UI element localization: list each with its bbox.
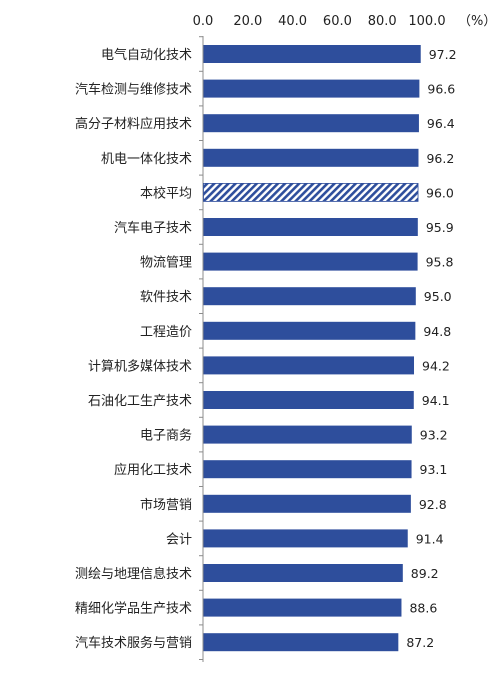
category-label: 本校平均 — [140, 185, 192, 201]
value-label: 87.2 — [406, 635, 434, 650]
category-label: 汽车检测与维修技术 — [75, 82, 192, 98]
category-label: 高分子材料应用技术 — [75, 116, 192, 132]
value-label: 96.0 — [426, 185, 454, 200]
unit-label: （%） — [458, 14, 496, 29]
x-tick-label: 80.0 — [368, 14, 397, 29]
bar — [203, 460, 412, 479]
value-label: 96.4 — [427, 116, 455, 131]
category-label: 机电一体化技术 — [101, 152, 192, 167]
value-label: 93.1 — [420, 462, 448, 477]
labels-layer: 电气自动化技术 97.2 汽车检测与维修技术 96.6 高分子材料应用技术 96.4 机电一… — [75, 47, 457, 651]
x-tick-label: 100.0 — [408, 14, 445, 29]
value-label: 91.4 — [416, 531, 444, 546]
value-label: 94.1 — [422, 393, 450, 408]
category-label: 会计 — [166, 532, 192, 547]
x-tick-label: 20.0 — [233, 14, 262, 29]
category-label: 物流管理 — [140, 256, 192, 271]
bar — [203, 321, 416, 340]
bar — [203, 252, 418, 271]
bar — [203, 564, 403, 582]
value-label: 88.6 — [409, 601, 437, 616]
bar — [203, 633, 399, 652]
value-label: 95.9 — [426, 220, 454, 235]
x-tick-label: 60.0 — [323, 14, 352, 29]
bar — [203, 114, 419, 133]
bar — [203, 529, 408, 548]
category-label: 工程造价 — [140, 325, 192, 340]
category-label: 应用化工技术 — [114, 462, 192, 478]
value-label: 96.2 — [426, 151, 454, 166]
value-label: 95.8 — [426, 255, 454, 270]
category-label: 汽车技术服务与营销 — [75, 635, 192, 651]
bar — [203, 598, 402, 617]
value-label: 93.2 — [420, 428, 448, 443]
bar — [203, 148, 419, 167]
bar — [203, 45, 421, 63]
value-label: 97.2 — [429, 47, 457, 62]
value-label: 94.8 — [423, 324, 451, 339]
category-label: 石油化工生产技术 — [88, 394, 192, 409]
category-label: 电子商务 — [140, 428, 192, 444]
category-label: 电气自动化技术 — [101, 47, 192, 63]
bar — [203, 79, 420, 98]
category-label: 测绘与地理信息技术 — [75, 566, 192, 582]
category-label: 市场营销 — [140, 497, 192, 513]
value-label: 94.2 — [422, 358, 450, 373]
bar-school-average — [203, 182, 419, 202]
category-label: 软件技术 — [140, 290, 192, 305]
value-label: 95.0 — [424, 289, 452, 304]
value-label: 89.2 — [411, 566, 439, 581]
value-label: 96.6 — [427, 82, 455, 97]
value-label: 92.8 — [419, 497, 447, 512]
axis-layer: 0.0 20.0 40.0 60.0 80.0 100.0 — [193, 14, 446, 662]
bar — [203, 356, 415, 375]
category-label: 精细化学品生产技术 — [75, 601, 192, 617]
category-label: 汽车电子技术 — [114, 220, 192, 236]
bars-layer — [203, 45, 421, 652]
bar — [203, 425, 412, 444]
x-tick-label: 40.0 — [278, 14, 307, 29]
bar — [203, 218, 418, 236]
x-tick-label: 0.0 — [193, 14, 214, 29]
bar — [203, 494, 411, 513]
bar — [203, 287, 416, 306]
bar — [203, 391, 414, 409]
category-label: 计算机多媒体技术 — [88, 358, 192, 374]
